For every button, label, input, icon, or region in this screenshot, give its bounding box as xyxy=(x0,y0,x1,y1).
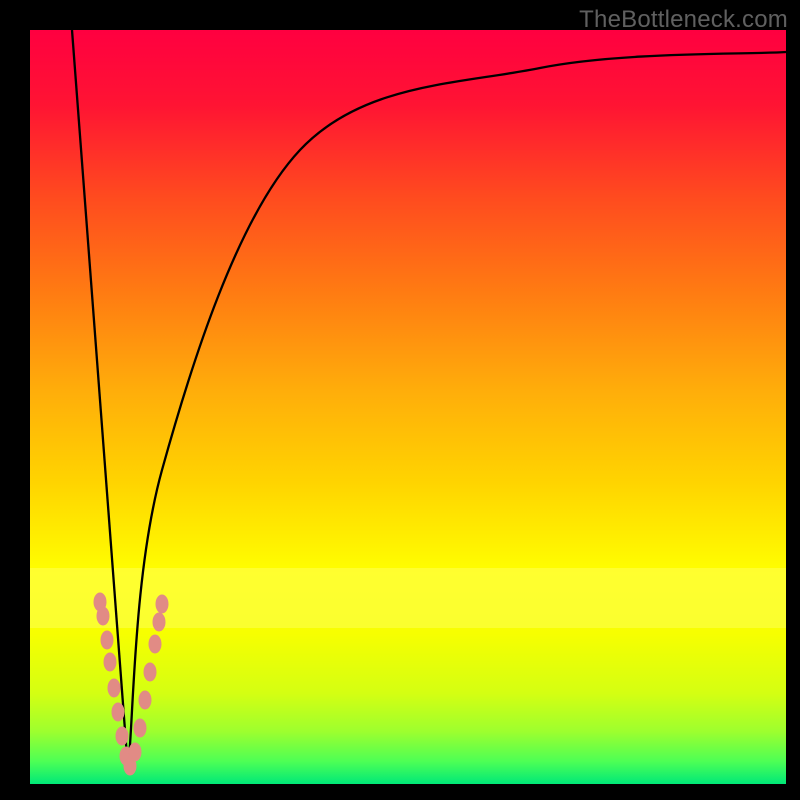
vertex-marker xyxy=(104,653,116,671)
vertex-marker xyxy=(156,595,168,613)
vertex-marker xyxy=(139,691,151,709)
vertex-marker xyxy=(153,613,165,631)
vertex-marker xyxy=(144,663,156,681)
plot-area xyxy=(30,30,786,784)
chart-container: TheBottleneck.com xyxy=(0,0,800,800)
vertex-marker xyxy=(149,635,161,653)
vertex-marker xyxy=(129,743,141,761)
vertex-marker xyxy=(116,727,128,745)
vertex-marker xyxy=(134,719,146,737)
vertex-marker xyxy=(97,607,109,625)
watermark-text: TheBottleneck.com xyxy=(579,6,788,34)
bottleneck-plot xyxy=(0,0,800,800)
vertex-marker xyxy=(112,703,124,721)
vertex-marker xyxy=(101,631,113,649)
vertex-marker xyxy=(108,679,120,697)
